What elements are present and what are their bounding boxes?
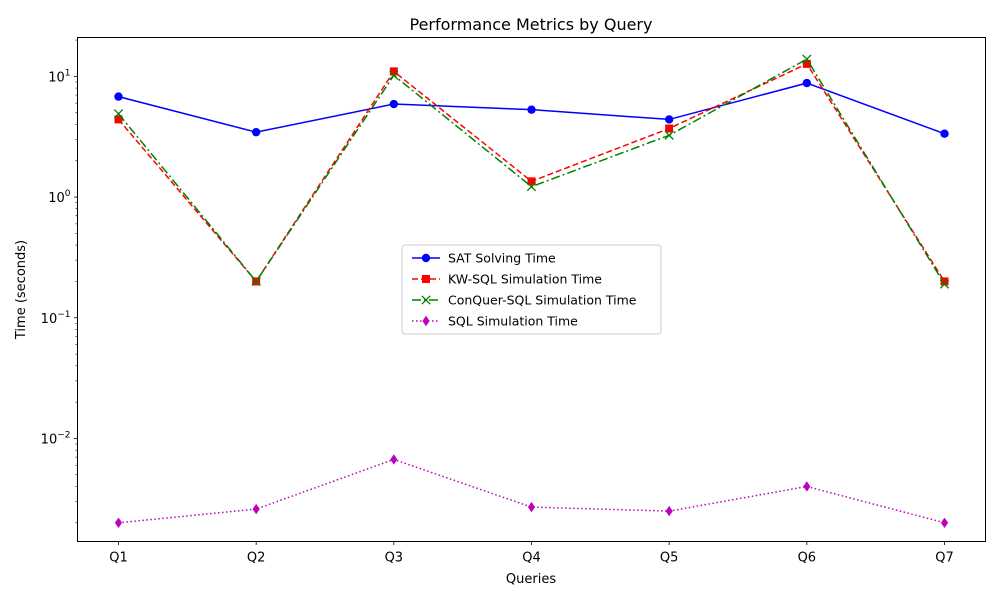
legend: SAT Solving Time KW-SQL Simulation Time Co… (401, 244, 662, 335)
data-point (802, 78, 812, 88)
data-point (113, 109, 124, 119)
data-point (114, 517, 123, 529)
data-point (114, 115, 123, 124)
legend-marker (421, 253, 431, 263)
y-tick-label: 10−2 (41, 430, 71, 447)
data-point (940, 129, 949, 138)
data-point (940, 277, 949, 286)
x-tick-label: Q1 (109, 551, 128, 566)
y-tick-label: 101 (48, 68, 70, 85)
x-tick-label: Q6 (798, 551, 817, 566)
data-point (527, 105, 536, 114)
data-point (664, 130, 674, 140)
data-point (940, 517, 949, 529)
data-point (802, 59, 811, 68)
data-point (802, 54, 812, 64)
data-point (389, 67, 398, 76)
chart-title: Performance Metrics by Query (410, 15, 653, 34)
legend-label: ConQuer-SQL Simulation Time (448, 293, 637, 308)
data-point (389, 99, 399, 109)
legend-item: SQL Simulation Time (412, 314, 578, 329)
data-point (251, 276, 261, 287)
data-point (390, 454, 398, 465)
legend-marker (422, 275, 430, 283)
legend-item: ConQuer-SQL Simulation Time (412, 293, 637, 308)
series-layer (113, 54, 950, 529)
legend-label: SAT Solving Time (448, 251, 556, 266)
data-point (665, 124, 674, 133)
y-axis-ticks: 10−2 10−1 100 101 (41, 68, 78, 447)
x-axis-ticks: Q1 Q2 Q3 Q4 Q5 Q6 Q7 (109, 541, 954, 566)
legend-label: KW-SQL Simulation Time (448, 272, 602, 287)
legend-box (401, 244, 662, 335)
x-tick-label: Q3 (385, 551, 404, 566)
x-tick-label: Q2 (247, 551, 266, 566)
data-point (527, 501, 536, 513)
data-point (665, 505, 673, 517)
legend-item: SAT Solving Time (412, 251, 556, 266)
data-point (939, 279, 950, 289)
x-tick-label: Q4 (522, 551, 541, 566)
y-tick-label: 10−1 (41, 310, 71, 327)
y-tick-label: 100 (48, 189, 71, 206)
legend-item: KW-SQL Simulation Time (412, 272, 602, 287)
data-point (251, 127, 261, 137)
series-3 (113, 54, 950, 289)
legend-label: SQL Simulation Time (448, 314, 578, 329)
x-tick-label: Q7 (935, 551, 954, 566)
y-axis-label: Time (seconds) (14, 240, 29, 340)
data-point (526, 181, 537, 192)
series-4 (114, 454, 949, 529)
x-axis-label: Queries (506, 572, 556, 587)
data-point (527, 177, 536, 186)
data-point (389, 70, 399, 81)
plot-frame (77, 37, 986, 542)
x-tick-label: Q5 (660, 551, 679, 566)
series-1 (114, 78, 949, 138)
data-point (664, 115, 674, 124)
legend-marker (422, 315, 430, 327)
legend-marker (421, 295, 431, 305)
data-point (114, 92, 123, 101)
data-point (803, 481, 811, 492)
data-point (252, 503, 260, 515)
